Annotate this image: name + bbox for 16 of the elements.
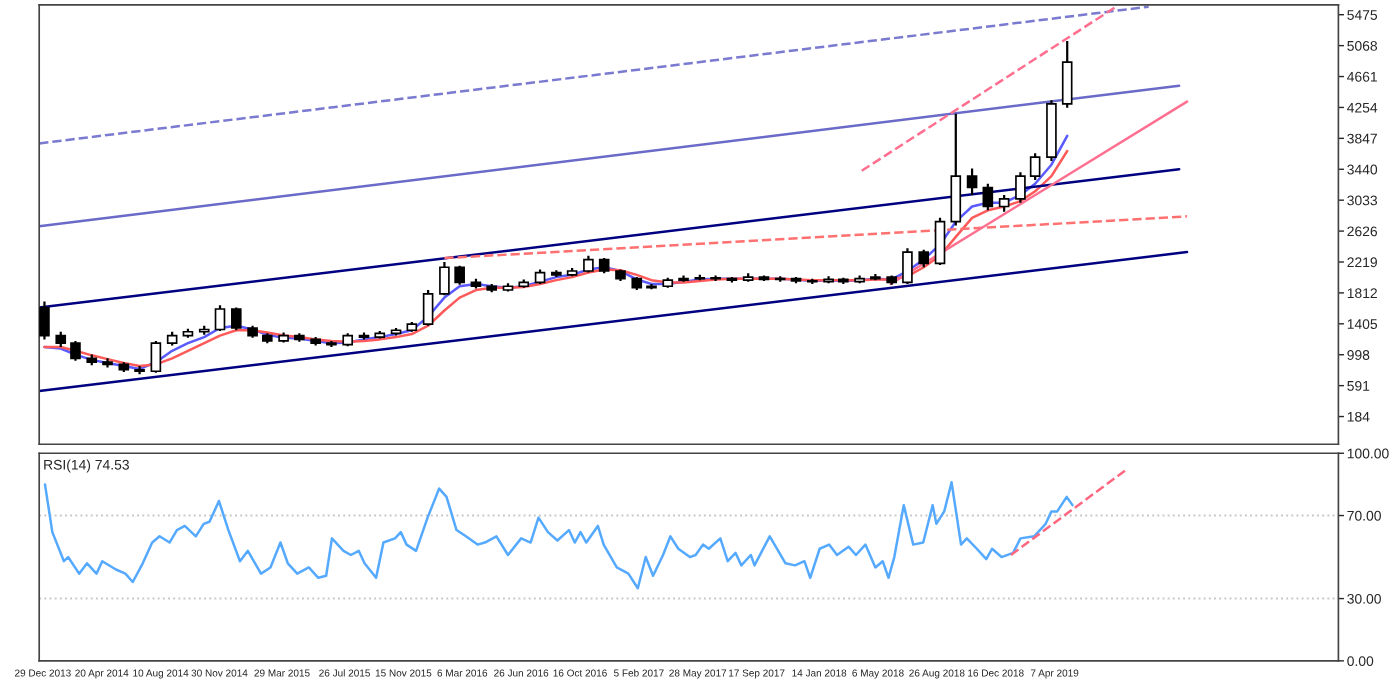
candlestick <box>934 216 946 267</box>
candlestick <box>982 182 994 212</box>
candlestick <box>1061 39 1073 109</box>
candlestick <box>214 304 226 333</box>
candlestick <box>70 339 81 362</box>
candlestick <box>230 306 242 332</box>
candlestick <box>902 247 913 286</box>
candlestick <box>422 288 434 327</box>
candlestick <box>950 112 962 227</box>
candlestick <box>39 300 50 341</box>
candlestick <box>1029 152 1041 182</box>
line-series <box>43 481 1074 590</box>
candlestick <box>439 260 450 297</box>
candlestick <box>966 167 978 197</box>
candlestick <box>150 339 162 374</box>
candlestick <box>1015 171 1026 204</box>
